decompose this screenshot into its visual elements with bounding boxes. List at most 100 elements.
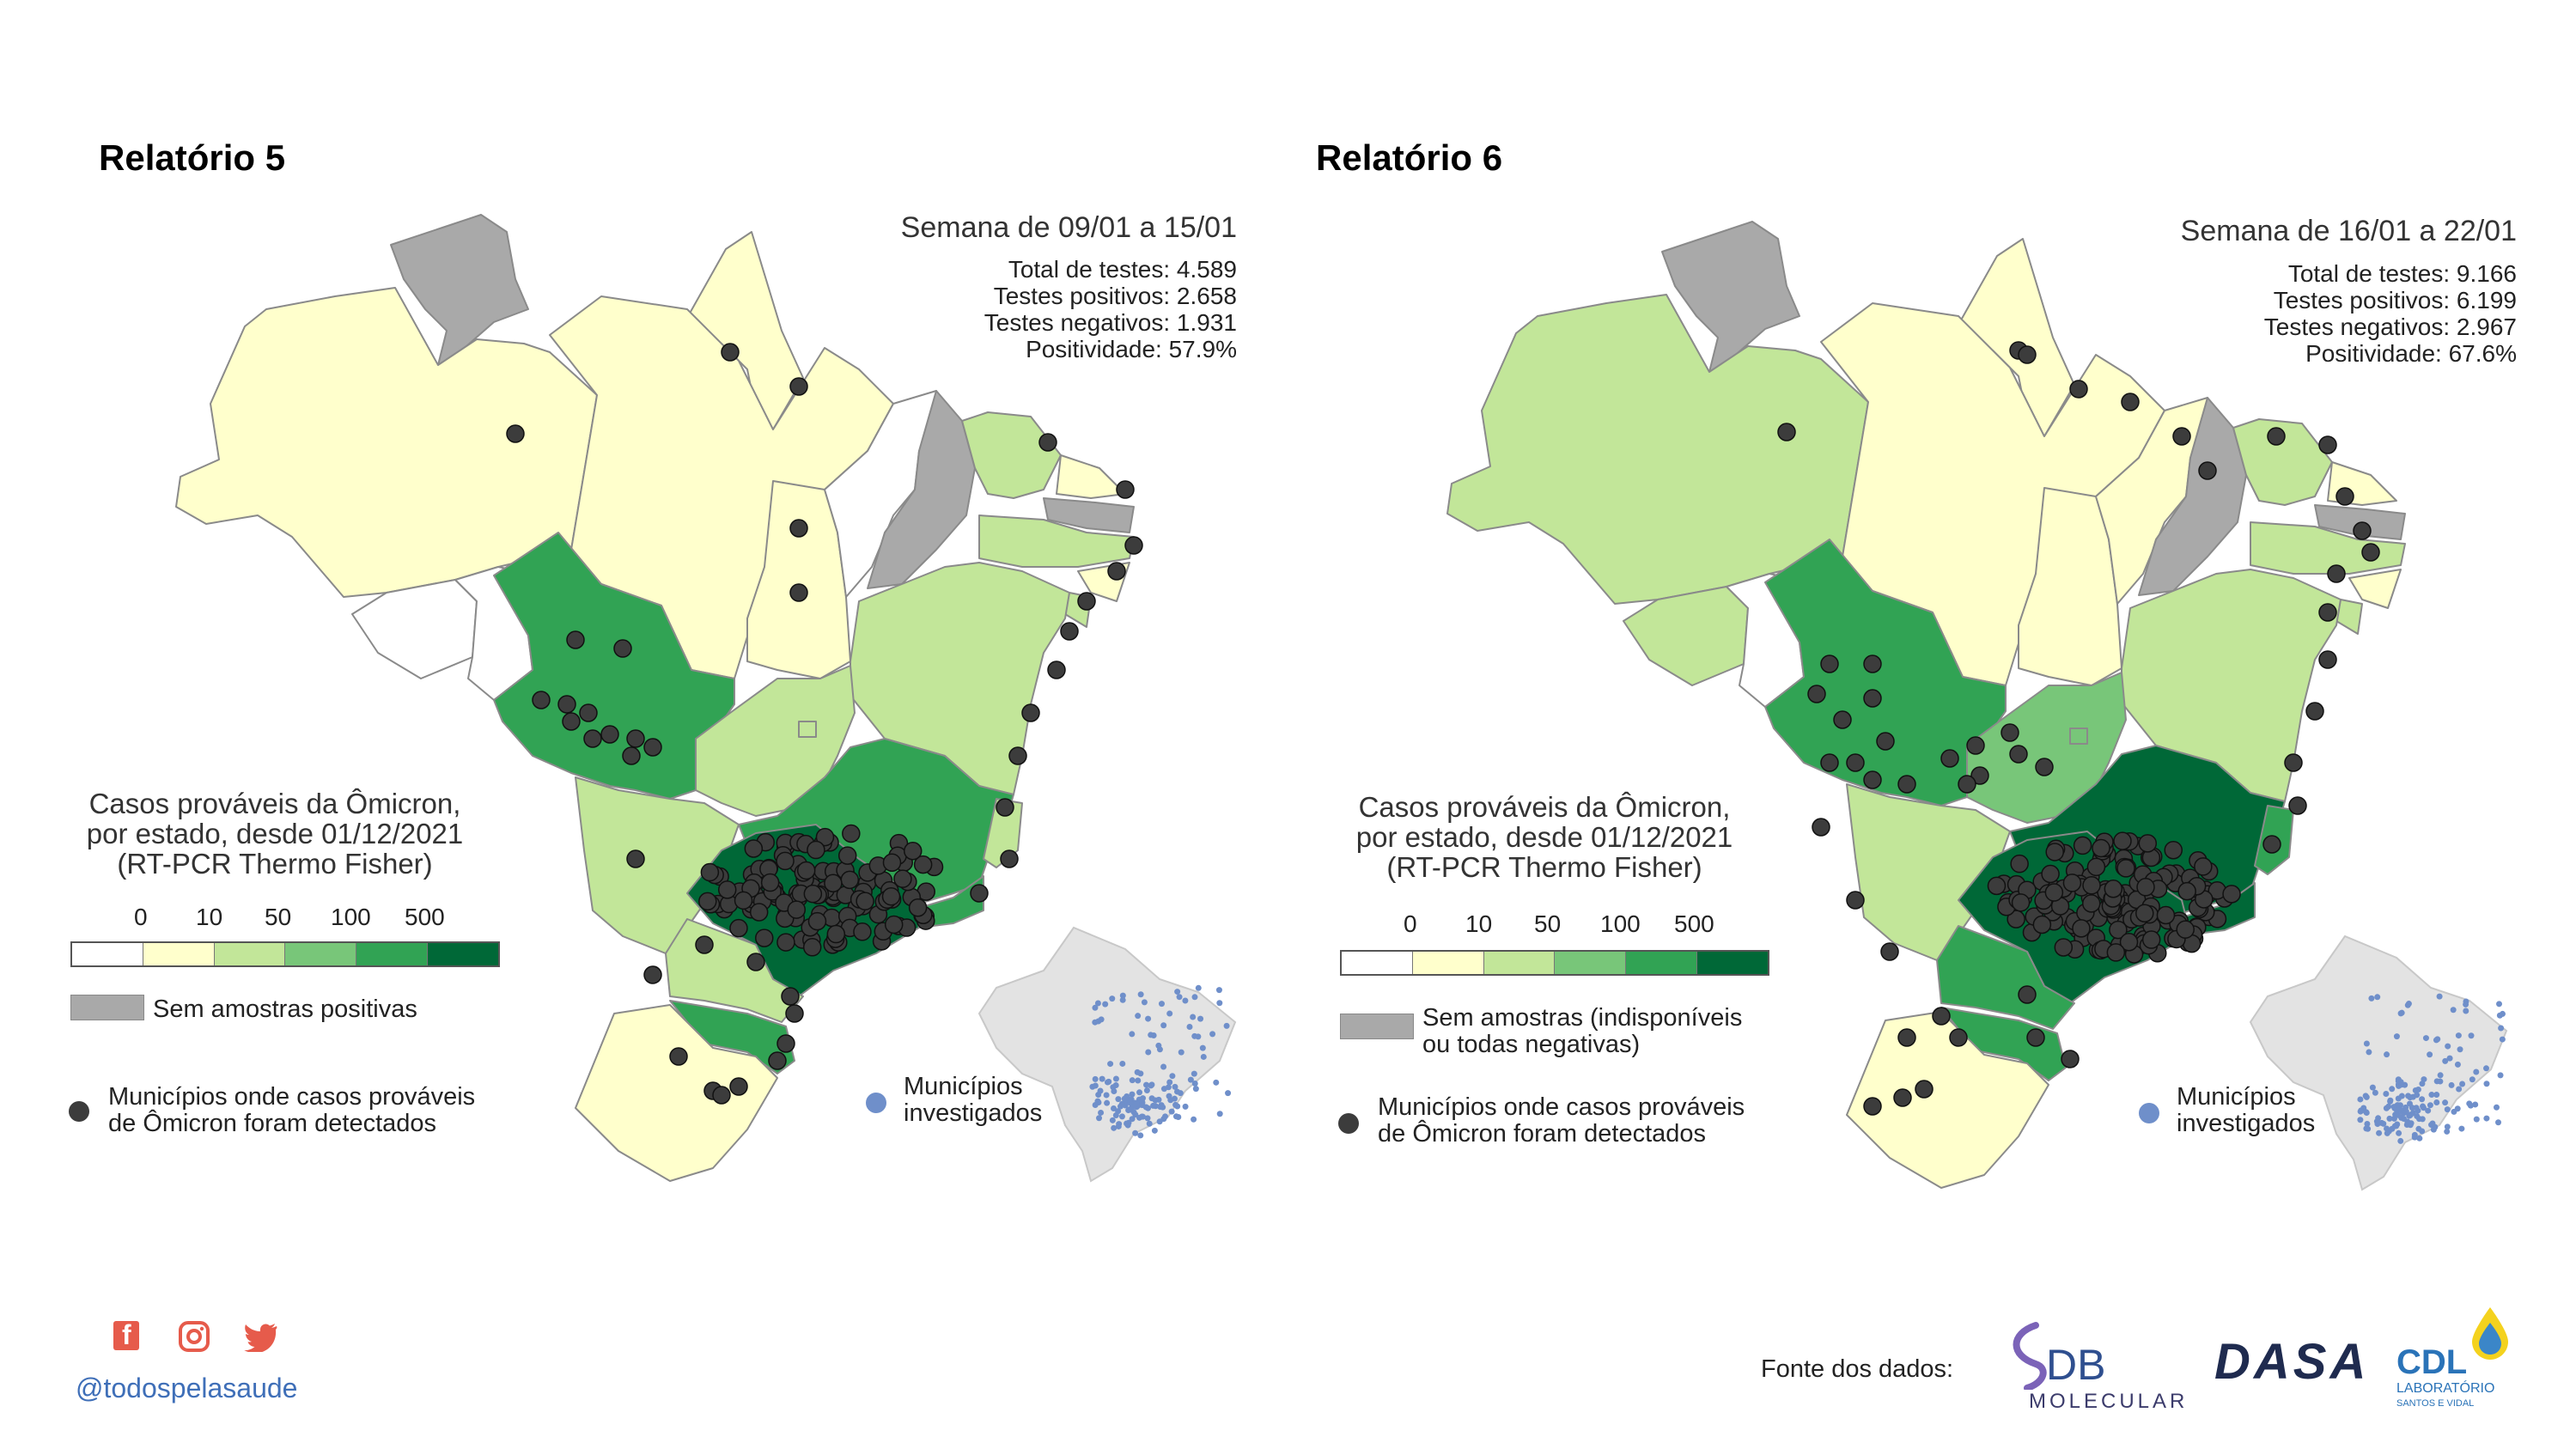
report-6-investigated-dot <box>2139 1103 2159 1123</box>
detected-municipality-marker <box>1970 766 1989 785</box>
investigated-municipality-marker <box>2450 1007 2457 1014</box>
investigated-municipality-marker <box>1098 1016 1105 1023</box>
investigated-municipality-marker <box>1141 999 1148 1006</box>
dasa-logo-text: DASA <box>2214 1334 2370 1390</box>
investigated-municipality-marker <box>2393 1033 2400 1040</box>
investigated-municipality-marker <box>2444 1123 2451 1130</box>
detected-municipality-marker <box>729 918 748 938</box>
detected-municipality-marker <box>824 874 843 893</box>
investigated-municipality-marker <box>1137 1070 1144 1077</box>
detected-municipality-marker <box>2069 380 2088 399</box>
investigated-municipality-marker <box>1145 1049 1152 1056</box>
detected-municipality-marker <box>807 840 825 860</box>
investigated-municipality-marker <box>1200 1053 1207 1060</box>
investigated-municipality-marker <box>1177 1090 1184 1097</box>
investigated-municipality-marker <box>2392 1111 2399 1118</box>
detected-municipality-marker <box>2267 427 2286 446</box>
report-6-scale-ticks: 0 10 50 100 500 <box>1340 910 1769 940</box>
investigated-municipality-marker <box>2469 1076 2476 1083</box>
detected-municipality-marker <box>2135 904 2154 922</box>
investigated-municipality-marker <box>2384 1129 2390 1136</box>
detected-municipality-marker <box>1893 1088 1912 1107</box>
investigated-municipality-marker <box>2459 1081 2466 1087</box>
instagram-icon[interactable] <box>178 1320 210 1353</box>
investigated-municipality-marker <box>1195 984 1202 991</box>
investigated-municipality-marker <box>1145 1015 1152 1022</box>
twitter-icon[interactable] <box>244 1323 278 1352</box>
investigated-municipality-marker <box>1191 1070 1197 1077</box>
investigated-municipality-marker <box>2357 1096 2364 1103</box>
report-6-positivity: Positividade: 67.6% <box>2305 340 2517 367</box>
detected-municipality-marker <box>803 884 823 904</box>
report-6-negative-tests: Testes negativos: 2.967 <box>2263 314 2517 340</box>
detected-municipality-marker <box>1807 685 1826 703</box>
detected-municipality-marker <box>776 851 795 871</box>
investigated-municipality-marker <box>1139 1102 1146 1109</box>
investigated-municipality-marker <box>1119 992 1126 999</box>
detected-municipality-marker <box>2353 521 2372 540</box>
scale-bin-3 <box>285 943 357 965</box>
investigated-municipality-marker <box>1144 1115 1151 1122</box>
investigated-municipality-marker <box>2498 1025 2505 1032</box>
investigated-municipality-marker <box>1213 1079 1220 1086</box>
facebook-icon[interactable]: f <box>113 1319 139 1350</box>
detected-municipality-marker <box>1077 592 1096 611</box>
investigated-municipality-marker <box>1137 991 1144 998</box>
detected-municipality-marker <box>2198 461 2217 480</box>
investigated-municipality-marker <box>2419 1128 2426 1135</box>
detected-municipality-marker <box>1833 710 1852 729</box>
investigated-municipality-marker <box>1182 1103 1189 1110</box>
detected-municipality-marker <box>2044 883 2064 902</box>
scale-bin-1 <box>143 943 215 965</box>
detected-municipality-marker <box>712 1086 731 1105</box>
report-5-color-scale <box>70 941 500 967</box>
legend-title-line: (RT-PCR Thermo Fisher) <box>1386 851 1702 883</box>
data-source-label: Fonte dos dados: <box>1761 1355 1954 1383</box>
detected-municipality-marker <box>1863 654 1882 673</box>
investigated-municipality-marker <box>2357 1108 2364 1115</box>
investigated-municipality-marker <box>2366 1049 2372 1056</box>
detected-municipality-marker <box>734 891 753 910</box>
scale-bin-2 <box>1483 952 1556 974</box>
detected-municipality-marker <box>2109 920 2128 940</box>
report-6-map <box>1446 221 2406 1189</box>
detected-municipality-marker <box>903 842 923 861</box>
inset-investigated-dots <box>2357 993 2506 1144</box>
investigated-municipality-marker <box>1176 994 1183 1001</box>
cdl-logo-text: CDL <box>2396 1343 2468 1381</box>
investigated-municipality-marker <box>1115 1096 1122 1103</box>
detected-municipality-marker <box>842 824 861 843</box>
db-logo-subtext: MOLECULAR <box>2029 1390 2189 1413</box>
detected-municipality-marker <box>2045 843 2064 861</box>
investigated-municipality-marker <box>2421 1076 2427 1083</box>
scale-tick: 10 <box>1465 910 1493 937</box>
social-handle[interactable]: @todospelasaude <box>76 1373 298 1403</box>
detected-municipality-marker <box>853 922 872 941</box>
detected-municipality-marker <box>1008 746 1027 765</box>
investigated-municipality-marker <box>2422 1035 2429 1042</box>
detected-municipality-marker <box>2327 564 2346 583</box>
investigated-municipality-marker <box>1118 1113 1125 1120</box>
investigated-municipality-marker <box>2437 1078 2444 1085</box>
detected-municipality-marker <box>2011 893 2031 912</box>
investigated-municipality-marker <box>1092 1019 1099 1026</box>
investigated-municipality-marker <box>2365 1125 2372 1132</box>
investigated-municipality-marker <box>1129 1077 1136 1084</box>
state-BA <box>2121 569 2342 802</box>
report-5-detected-dot <box>69 1101 89 1122</box>
detected-municipality-marker <box>1846 753 1865 772</box>
report-5-scale-ticks: 0 10 50 100 500 <box>70 904 500 933</box>
investigated-municipality-marker <box>2407 1112 2414 1119</box>
investigated-municipality-marker <box>1215 987 1222 994</box>
report-6-total-tests: Total de testes: 9.166 <box>2287 260 2517 287</box>
investigated-municipality-marker <box>2368 995 2375 1002</box>
investigated-municipality-marker <box>2396 1106 2402 1113</box>
report-6-week: Semana de 16/01 a 22/01 <box>2180 215 2517 247</box>
investigated-municipality-marker <box>2363 1109 2370 1116</box>
investigated-municipality-marker <box>1216 1111 1223 1117</box>
inset-brazil-shape <box>2249 935 2508 1191</box>
investigated-municipality-marker <box>1112 1082 1119 1089</box>
report-6-investigated-inset-map <box>2249 935 2508 1191</box>
investigated-municipality-marker <box>2395 1076 2402 1083</box>
detected-municipality-marker <box>600 725 619 744</box>
